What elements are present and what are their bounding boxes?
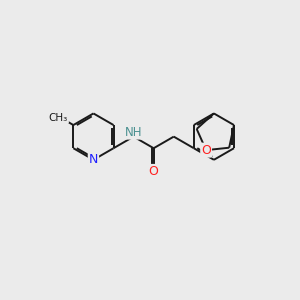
Text: N: N: [89, 153, 98, 166]
Text: O: O: [149, 165, 159, 178]
Text: CH₃: CH₃: [49, 112, 68, 123]
Text: O: O: [201, 144, 211, 157]
Text: NH: NH: [125, 126, 142, 139]
